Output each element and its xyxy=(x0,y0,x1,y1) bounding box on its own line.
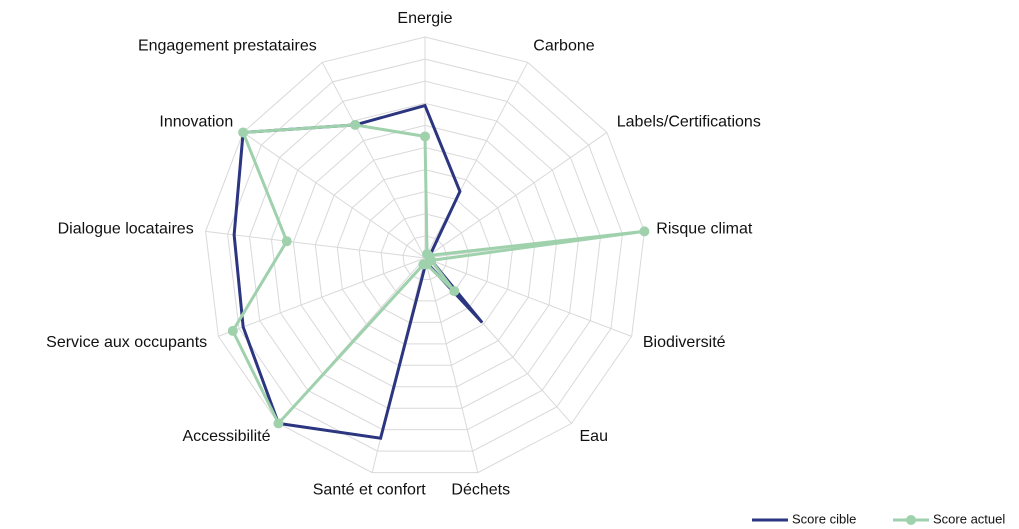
category-label: Risque climat xyxy=(656,220,753,237)
grid-ring xyxy=(358,191,492,323)
category-label: Labels/Certifications xyxy=(617,113,761,130)
legend-marker xyxy=(906,515,916,525)
grid-spoke xyxy=(218,257,426,337)
legend-label: Score cible xyxy=(792,511,856,526)
point xyxy=(281,236,292,247)
point xyxy=(227,325,238,336)
grid-ring xyxy=(292,124,558,388)
grid-ring xyxy=(402,235,448,280)
category-label: Déchets xyxy=(451,481,510,498)
grid-ring xyxy=(336,169,514,345)
category-label: Energie xyxy=(397,10,452,27)
grid-spoke xyxy=(242,132,426,259)
series-line xyxy=(231,123,645,427)
point xyxy=(238,127,249,138)
grid-ring xyxy=(248,80,602,431)
grid-ring xyxy=(314,146,536,366)
legend: Score cible Score actuel xyxy=(752,511,1005,526)
category-label: Biodiversité xyxy=(643,334,726,351)
grid-spoke xyxy=(424,257,632,337)
category-label: Carbone xyxy=(533,38,594,55)
category-label: Dialogue locataires xyxy=(58,220,194,237)
category-label: Engagement prestataires xyxy=(138,38,317,55)
category-label: Service aux occupants xyxy=(46,334,207,351)
point xyxy=(639,226,650,237)
grid-spoke xyxy=(424,62,529,259)
grid-ring xyxy=(205,36,645,474)
category-label: Accessibilité xyxy=(182,428,270,445)
series-line xyxy=(232,103,484,440)
point xyxy=(420,131,430,142)
grid-ring xyxy=(270,102,580,409)
category-label: Innovation xyxy=(159,113,233,130)
grid-ring xyxy=(380,213,470,302)
category-label: Santé et confort xyxy=(313,481,427,498)
legend-label: Score actuel xyxy=(933,511,1005,526)
point xyxy=(449,286,460,297)
grid-spoke xyxy=(424,257,479,473)
point xyxy=(418,259,429,270)
point xyxy=(273,418,284,429)
grid-spoke xyxy=(321,62,426,259)
category-label: Eau xyxy=(580,428,608,445)
point xyxy=(350,119,361,130)
grid-spoke xyxy=(424,132,608,259)
grid-spoke xyxy=(205,230,426,259)
